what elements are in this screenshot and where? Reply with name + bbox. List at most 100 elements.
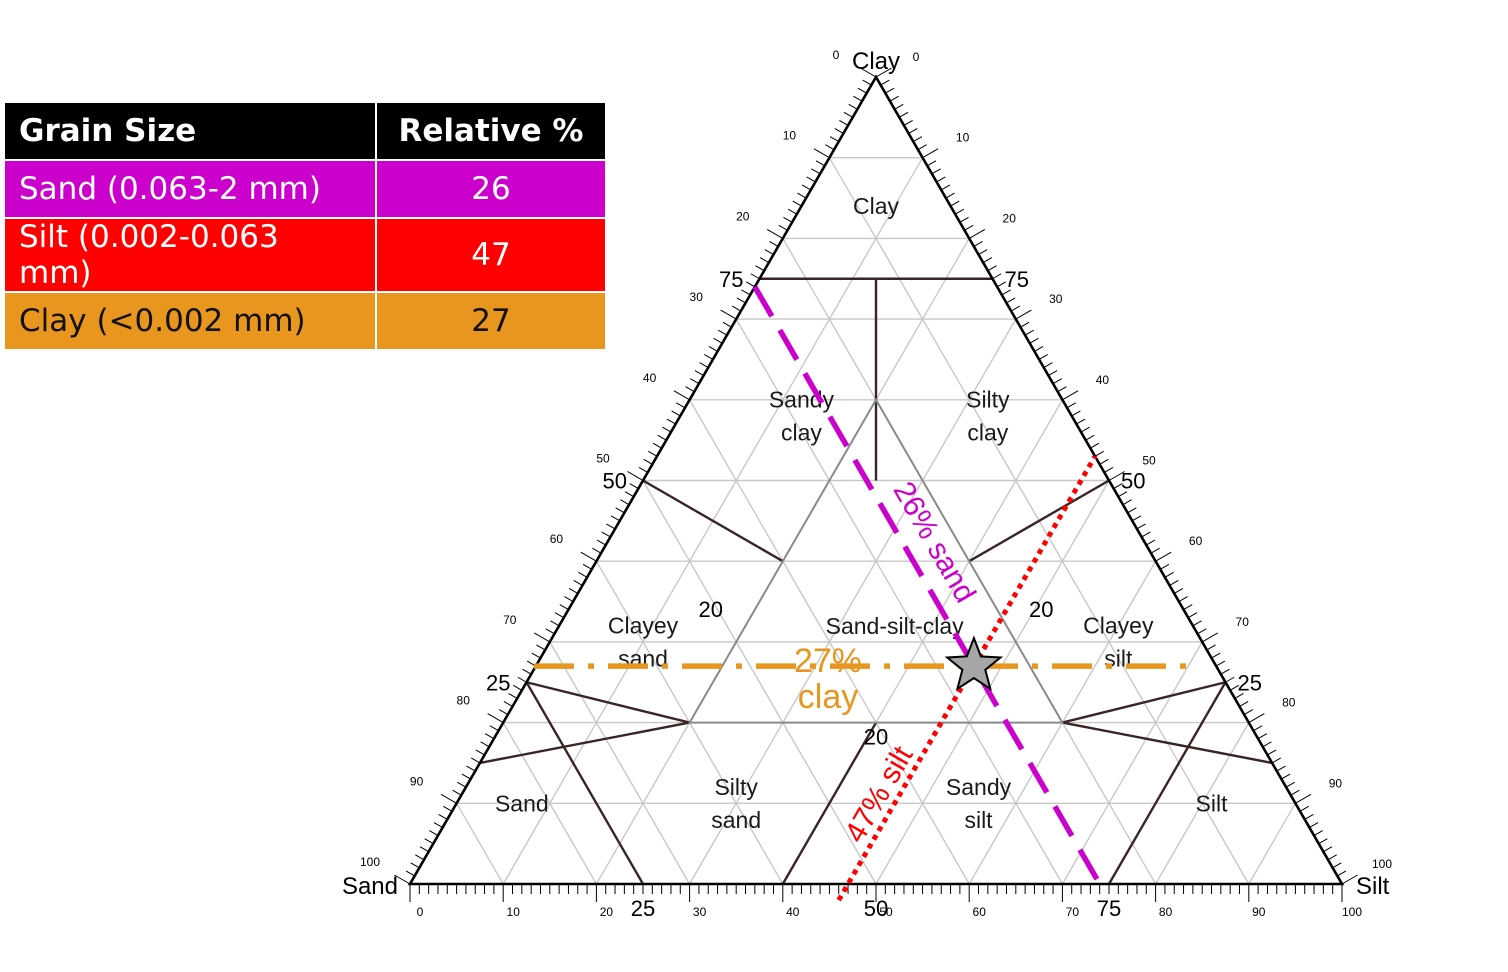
tick-left (766, 228, 784, 239)
tick-left (592, 547, 602, 554)
tick-left (699, 362, 709, 368)
silt-annotation: 47% silt (839, 740, 920, 848)
table-row-sand: Sand (0.063-2 mm) 26 (3, 159, 607, 219)
tick-left (443, 805, 453, 812)
tick-right (885, 87, 895, 94)
tick-right (1132, 515, 1142, 522)
major-label-left: 50 (603, 469, 627, 494)
tick-right (940, 184, 951, 191)
tick-left (703, 354, 714, 360)
tick-right (927, 160, 937, 167)
tick-right (1169, 579, 1179, 586)
tick-right (1071, 410, 1081, 417)
tick-label-bottom: 20 (600, 905, 614, 919)
tick-left (713, 337, 723, 344)
region-boundary-line (1062, 681, 1226, 724)
tick-right (1015, 309, 1032, 320)
tick-left (475, 749, 485, 756)
tick-right (1076, 418, 1086, 425)
tick-right (1281, 773, 1291, 780)
tick-left (545, 628, 555, 635)
tick-left (568, 588, 579, 594)
tick-right (1141, 531, 1151, 538)
tick-left (792, 200, 802, 207)
tick-right (1318, 838, 1328, 845)
tick-right (1183, 604, 1193, 611)
sand-silt-clay-triangle (687, 397, 1065, 724)
tick-label-bottom: 80 (1159, 905, 1173, 919)
tick-left (452, 789, 462, 796)
row-label-silt: Silt (0.002-0.063 mm) (3, 217, 377, 293)
region-boundaries (479, 277, 1273, 885)
tick-left (487, 713, 504, 724)
tick-left (405, 870, 415, 877)
tick-right (1066, 402, 1076, 409)
tick-left (522, 668, 532, 675)
tick-right (1034, 345, 1044, 352)
tick-right (889, 95, 899, 102)
tick-right (1043, 362, 1053, 368)
tick-left (813, 148, 830, 159)
tick-left (582, 563, 592, 570)
tick-right (1271, 757, 1282, 764)
tick-right (992, 273, 1002, 280)
inner-label-20: 20 (864, 725, 888, 750)
tick-label-left: 10 (783, 129, 797, 143)
region-label-clayey-sand: Clayey (608, 612, 679, 638)
region-boundary-line (642, 479, 784, 563)
tick-left (801, 184, 812, 191)
tick-label-bottom: 90 (1252, 905, 1266, 919)
tick-label-right: 80 (1282, 696, 1296, 710)
tick-label-bottom: 50 (879, 905, 893, 919)
tick-right (1187, 612, 1198, 619)
region-label-silty-clay: clay (967, 419, 1008, 445)
tick-right (1192, 620, 1202, 627)
tick-left (690, 378, 700, 385)
tick-left (559, 604, 569, 611)
apex-label-sand: Sand (342, 873, 398, 900)
inner-label-20: 20 (699, 597, 723, 622)
tick-left (601, 531, 611, 538)
tick-right (1327, 854, 1337, 861)
tick-right (1090, 442, 1100, 449)
tick-right (964, 224, 974, 231)
tick-left (573, 579, 583, 586)
tick-right (1337, 870, 1347, 877)
tick-left (857, 87, 867, 94)
tick-label-left: 70 (503, 613, 517, 627)
tick-label-right: 30 (1049, 292, 1063, 306)
tick-right (1001, 289, 1011, 296)
tick-right (917, 144, 927, 151)
tick-left (620, 499, 630, 506)
tick-label-bottom: 0 (417, 905, 424, 919)
tick-left (717, 329, 728, 336)
tick-left (778, 224, 788, 231)
tick-right (1299, 805, 1309, 812)
row-value-sand: 26 (375, 159, 607, 219)
tick-left (466, 765, 476, 772)
tick-left (438, 814, 448, 820)
tick-left (720, 309, 737, 320)
tick-left (843, 111, 853, 118)
grid-line-sand (455, 802, 504, 885)
tick-left (741, 289, 751, 296)
tick-right (968, 228, 986, 239)
tick-right (1211, 652, 1221, 659)
region-labels: Clay Sandy clay Silty clay Clayey sand Sand-sil… (495, 193, 1228, 833)
major-label-bottom: 75 (1097, 896, 1121, 921)
tick-right (1080, 426, 1090, 433)
tick-right (996, 281, 1007, 288)
tick-right (1164, 571, 1174, 578)
tick-left (484, 733, 495, 740)
tick-left (834, 128, 844, 134)
tick-right (1150, 547, 1160, 554)
tick-label-bottom: 40 (786, 905, 800, 919)
tick-left (578, 571, 588, 578)
tick-left (610, 515, 620, 522)
major-label-right: 75 (1005, 267, 1029, 292)
tick-left (508, 692, 518, 699)
grid-line-sand (735, 318, 1064, 885)
tick-right (1006, 297, 1016, 304)
